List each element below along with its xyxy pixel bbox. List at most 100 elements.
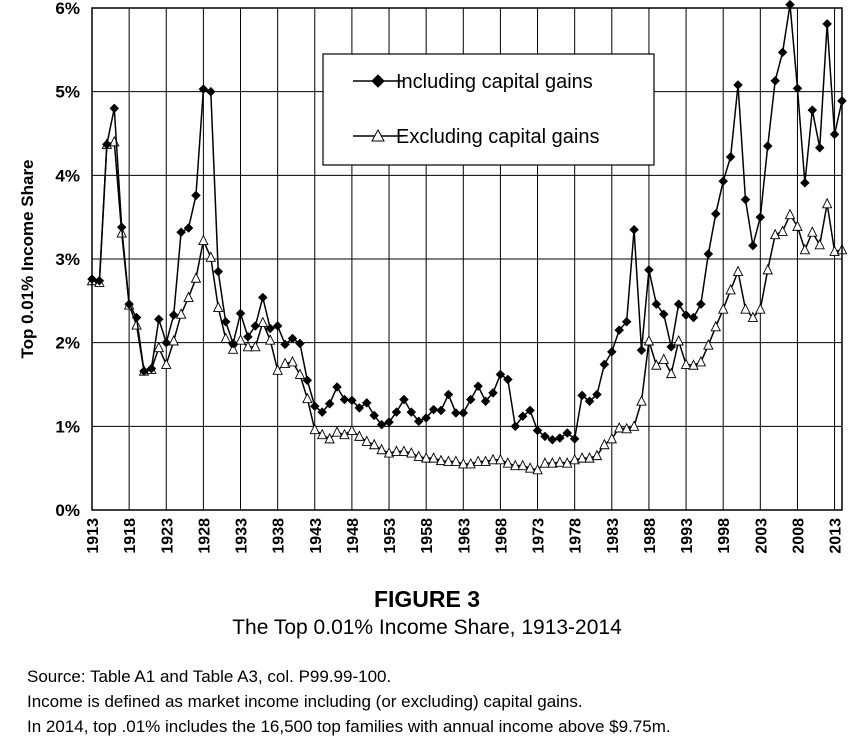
x-tick-label: 1918 xyxy=(122,518,139,554)
data-point xyxy=(577,390,587,401)
data-point xyxy=(316,428,328,440)
data-point xyxy=(539,457,551,468)
data-point xyxy=(703,339,714,350)
data-point xyxy=(695,355,707,367)
data-point xyxy=(398,445,410,456)
data-point xyxy=(592,389,602,400)
data-point xyxy=(599,438,610,450)
data-point xyxy=(265,323,276,334)
y-tick-labels: 0% 1% 2% 3% 4% 5% 6% xyxy=(55,0,80,520)
x-tick-label: 1938 xyxy=(271,518,288,554)
data-point xyxy=(569,453,580,465)
data-point xyxy=(510,421,521,432)
data-point xyxy=(183,223,194,233)
x-tick-label: 1958 xyxy=(419,518,436,554)
data-point xyxy=(309,423,321,435)
data-point xyxy=(710,320,721,332)
data-point xyxy=(562,457,573,468)
data-point xyxy=(629,224,639,235)
data-point xyxy=(718,176,729,187)
data-point xyxy=(725,152,736,162)
data-point xyxy=(339,428,350,440)
data-point xyxy=(584,452,595,463)
data-point xyxy=(272,321,283,331)
data-point xyxy=(161,337,172,348)
data-point xyxy=(688,312,699,323)
data-point xyxy=(235,334,246,345)
data-point xyxy=(94,275,105,286)
data-point xyxy=(324,398,335,409)
data-point xyxy=(257,292,268,303)
data-point xyxy=(606,347,617,357)
data-point xyxy=(428,404,439,415)
data-point xyxy=(436,405,446,416)
x-tick-label: 1948 xyxy=(345,518,362,554)
data-point xyxy=(614,325,625,335)
data-point xyxy=(680,358,692,369)
data-point xyxy=(673,334,684,346)
data-point xyxy=(175,308,187,319)
data-point xyxy=(280,339,290,350)
data-point xyxy=(227,343,239,354)
data-point xyxy=(814,238,825,250)
data-point xyxy=(800,178,810,188)
y-tick-label: 2% xyxy=(55,334,80,353)
data-point xyxy=(399,394,409,405)
data-point xyxy=(176,227,186,238)
y-axis-label: Top 0.01% Income Share xyxy=(18,159,37,358)
data-point xyxy=(651,299,662,310)
data-point xyxy=(406,447,417,458)
x-tick-label: 1963 xyxy=(456,518,473,554)
legend-label-excluding: Excluding capital gains xyxy=(396,126,599,148)
x-tick-label: 2008 xyxy=(790,518,807,554)
data-point xyxy=(332,382,342,392)
data-point xyxy=(755,303,766,314)
data-point xyxy=(421,413,432,423)
data-point xyxy=(665,367,677,379)
data-point xyxy=(384,417,394,428)
data-point xyxy=(250,321,261,331)
data-point xyxy=(814,142,825,153)
data-point xyxy=(651,359,662,370)
series-including xyxy=(87,0,847,445)
legend-label-including: Including capital gains xyxy=(396,71,593,93)
data-point xyxy=(191,190,201,201)
data-point xyxy=(524,462,536,473)
series-line xyxy=(91,4,843,441)
data-point xyxy=(391,445,402,456)
data-point xyxy=(369,410,380,421)
x-tick-label: 1913 xyxy=(85,518,102,554)
data-point xyxy=(354,430,365,441)
source-note: Source: Table A1 and Table A3, col. P99.… xyxy=(27,667,392,686)
data-point xyxy=(346,424,358,435)
data-point xyxy=(183,291,194,302)
x-tick-label: 1973 xyxy=(531,518,548,554)
data-point xyxy=(287,333,298,344)
data-point xyxy=(220,332,231,343)
data-point xyxy=(502,374,513,385)
x-tick-label: 1993 xyxy=(679,518,696,554)
data-point xyxy=(502,457,514,468)
data-point xyxy=(807,226,818,237)
data-point xyxy=(487,453,499,465)
x-tick-label: 2013 xyxy=(828,518,845,554)
data-point xyxy=(302,375,313,386)
data-point xyxy=(235,308,246,319)
data-point xyxy=(517,411,528,422)
data-point xyxy=(198,84,209,95)
data-point xyxy=(769,228,781,240)
data-point xyxy=(621,316,632,327)
data-point xyxy=(777,47,788,58)
data-point xyxy=(391,407,402,417)
data-point xyxy=(205,86,216,97)
data-point xyxy=(703,249,714,259)
data-point xyxy=(710,208,721,219)
data-point xyxy=(643,334,655,346)
data-point xyxy=(146,363,157,374)
data-point xyxy=(621,422,632,434)
data-point xyxy=(480,455,491,466)
data-point xyxy=(242,340,254,352)
x-tick-label: 1933 xyxy=(234,518,251,554)
x-tick-label: 2003 xyxy=(753,518,770,554)
data-point xyxy=(762,141,773,151)
